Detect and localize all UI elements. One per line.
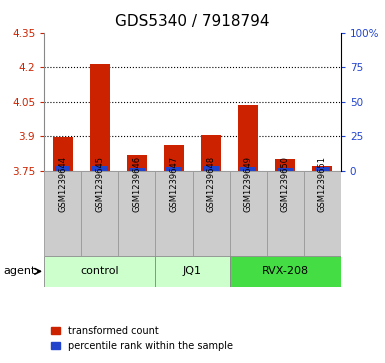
- Bar: [90, 64, 110, 171]
- Bar: [164, 145, 184, 171]
- Bar: [156, 171, 192, 256]
- Text: GSM1239650: GSM1239650: [281, 156, 290, 212]
- Bar: [201, 135, 221, 171]
- Text: GSM1239648: GSM1239648: [206, 155, 216, 212]
- Text: agent: agent: [4, 266, 36, 276]
- Bar: [55, 167, 70, 171]
- Bar: [44, 171, 81, 256]
- Bar: [267, 171, 304, 256]
- Bar: [312, 166, 332, 171]
- Text: GSM1239647: GSM1239647: [169, 155, 179, 212]
- Bar: [229, 171, 266, 256]
- Bar: [166, 167, 182, 171]
- Legend: transformed count, percentile rank within the sample: transformed count, percentile rank withi…: [47, 322, 236, 355]
- Text: JQ1: JQ1: [183, 266, 202, 276]
- Bar: [44, 256, 156, 287]
- Bar: [53, 137, 73, 171]
- Bar: [315, 167, 330, 171]
- Bar: [119, 171, 156, 256]
- Bar: [278, 168, 293, 171]
- Bar: [238, 105, 258, 171]
- Bar: [92, 166, 107, 171]
- Bar: [304, 171, 341, 256]
- Bar: [192, 171, 229, 256]
- Text: control: control: [80, 266, 119, 276]
- Bar: [127, 155, 147, 171]
- Bar: [129, 168, 144, 171]
- Bar: [81, 171, 119, 256]
- Bar: [156, 256, 229, 287]
- Bar: [203, 167, 219, 171]
- Bar: [229, 256, 341, 287]
- Text: GSM1239649: GSM1239649: [244, 156, 253, 212]
- Bar: [241, 167, 256, 171]
- Text: GSM1239651: GSM1239651: [318, 156, 327, 212]
- Text: GSM1239644: GSM1239644: [58, 156, 67, 212]
- Text: GSM1239645: GSM1239645: [95, 156, 104, 212]
- Text: GSM1239646: GSM1239646: [132, 155, 141, 212]
- Title: GDS5340 / 7918794: GDS5340 / 7918794: [115, 14, 270, 29]
- Text: RVX-208: RVX-208: [261, 266, 309, 276]
- Bar: [275, 159, 295, 171]
